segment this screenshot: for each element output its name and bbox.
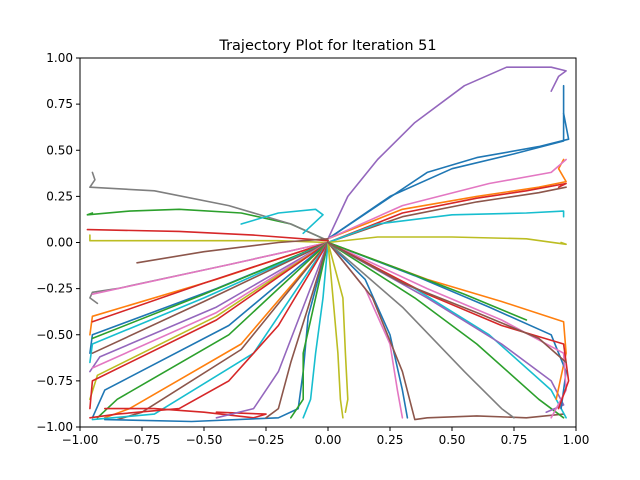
trajectory-line-53	[327, 241, 567, 364]
trajectory-line-39	[327, 241, 344, 419]
x-tick-label: 0.75	[501, 433, 528, 447]
y-tick-label: 0.75	[46, 97, 73, 111]
trajectory-line-8	[327, 210, 565, 244]
x-tick-label: −0.25	[248, 433, 285, 447]
trajectory-line-32	[89, 241, 329, 419]
trajectory-line-12	[240, 208, 324, 235]
trajectory-line-37	[265, 241, 329, 419]
y-tick-label: −1.00	[36, 420, 73, 434]
series-layer	[86, 66, 570, 423]
trajectory-line-6	[327, 182, 567, 244]
trajectory-line-23	[89, 241, 329, 373]
trajectory-line-36	[289, 241, 329, 419]
trajectory-line-22	[91, 241, 329, 355]
trajectory-line-41	[327, 241, 409, 419]
trajectory-line-5	[327, 158, 567, 240]
trajectory-line-9	[89, 234, 567, 246]
trajectory-line-35	[104, 241, 329, 423]
trajectory-line-52	[327, 241, 528, 321]
trajectory-line-4	[327, 158, 567, 240]
x-tick-label: −0.75	[124, 433, 161, 447]
x-tick-label: −0.50	[186, 433, 223, 447]
y-tick-label: 0.00	[46, 236, 73, 250]
x-axis: −1.00 −0.75 −0.50 −0.25 0.00 0.25 0.50 0.75 1.00	[62, 427, 590, 447]
trajectory-line-14	[136, 238, 329, 264]
x-tick-label: 0.00	[315, 433, 342, 447]
x-tick-label: 1.00	[563, 433, 590, 447]
trajectory-line-34	[215, 241, 329, 419]
trajectory-line-27	[91, 241, 329, 419]
trajectory-line-43	[327, 241, 565, 421]
trajectory-line-21	[89, 241, 329, 364]
trajectory-line-26	[89, 241, 329, 410]
trajectory-line-16	[91, 241, 329, 296]
y-tick-label: −0.50	[36, 328, 73, 342]
trajectory-line-49	[327, 241, 567, 410]
trajectory-line-24	[91, 241, 329, 369]
trajectory-line-18	[91, 241, 329, 323]
x-tick-label: −1.00	[62, 433, 99, 447]
y-tick-label: 1.00	[46, 51, 73, 65]
trajectory-line-31	[91, 241, 329, 421]
trajectory-line-17	[89, 241, 329, 336]
trajectory-line-47	[327, 241, 565, 414]
trajectory-line-44	[327, 241, 515, 419]
trajectory-line-29	[104, 241, 329, 419]
trajectory-line-1	[327, 66, 567, 240]
trajectory-line-20	[91, 241, 329, 340]
x-tick-label: 0.50	[439, 433, 466, 447]
y-axis: 1.00 0.75 0.50 0.25 0.00 −0.25 −0.50 −0.75 −1.00	[36, 51, 80, 434]
y-tick-label: 0.50	[46, 143, 73, 157]
chart-title: Trajectory Plot for Iteration 51	[218, 38, 436, 54]
y-tick-label: −0.25	[36, 282, 73, 296]
trajectory-line-40	[327, 241, 349, 414]
trajectory-line-7	[327, 186, 567, 244]
trajectory-line-11	[89, 171, 329, 242]
y-tick-label: 0.25	[46, 189, 73, 203]
trajectory-line-51	[327, 241, 570, 410]
trajectory-line-38	[302, 241, 329, 419]
y-tick-label: −0.75	[36, 374, 73, 388]
trajectory-line-13	[86, 228, 329, 242]
trajectory-line-25	[89, 241, 329, 401]
trajectory-line-42	[327, 241, 404, 419]
x-tick-label: 0.25	[377, 433, 404, 447]
trajectory-line-3	[327, 112, 565, 240]
trajectory-line-45	[327, 241, 565, 419]
